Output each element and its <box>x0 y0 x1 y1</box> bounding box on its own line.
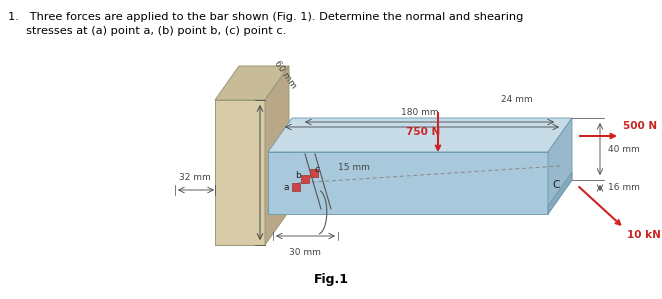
Text: 500 N: 500 N <box>623 121 657 131</box>
Text: stresses at (a) point a, (b) point b, (c) point c.: stresses at (a) point a, (b) point b, (c… <box>8 26 286 36</box>
Polygon shape <box>268 118 572 152</box>
Polygon shape <box>215 66 289 100</box>
Text: 1.   Three forces are applied to the bar shown (Fig. 1). Determine the normal an: 1. Three forces are applied to the bar s… <box>8 12 524 22</box>
Text: 32 mm: 32 mm <box>179 173 211 182</box>
Polygon shape <box>310 169 318 177</box>
Polygon shape <box>292 183 300 191</box>
Text: 15 mm: 15 mm <box>338 164 370 173</box>
Polygon shape <box>265 66 289 245</box>
Text: 40 mm: 40 mm <box>608 144 639 153</box>
Text: a: a <box>283 182 289 191</box>
Polygon shape <box>301 175 309 183</box>
Text: 180 mm: 180 mm <box>401 108 439 117</box>
Polygon shape <box>215 100 265 245</box>
Polygon shape <box>548 118 572 214</box>
Polygon shape <box>548 172 572 214</box>
Polygon shape <box>268 152 548 214</box>
Text: 16 mm: 16 mm <box>608 184 640 193</box>
Text: b: b <box>295 170 301 179</box>
Text: 24 mm: 24 mm <box>501 95 533 104</box>
Text: 10 kN: 10 kN <box>627 230 661 240</box>
Text: Fig.1: Fig.1 <box>314 273 348 286</box>
Text: 60 mm: 60 mm <box>272 59 298 90</box>
Text: 750 N: 750 N <box>406 127 440 137</box>
Text: c: c <box>314 164 320 173</box>
Text: C: C <box>552 180 559 190</box>
Text: 30 mm: 30 mm <box>289 248 321 257</box>
